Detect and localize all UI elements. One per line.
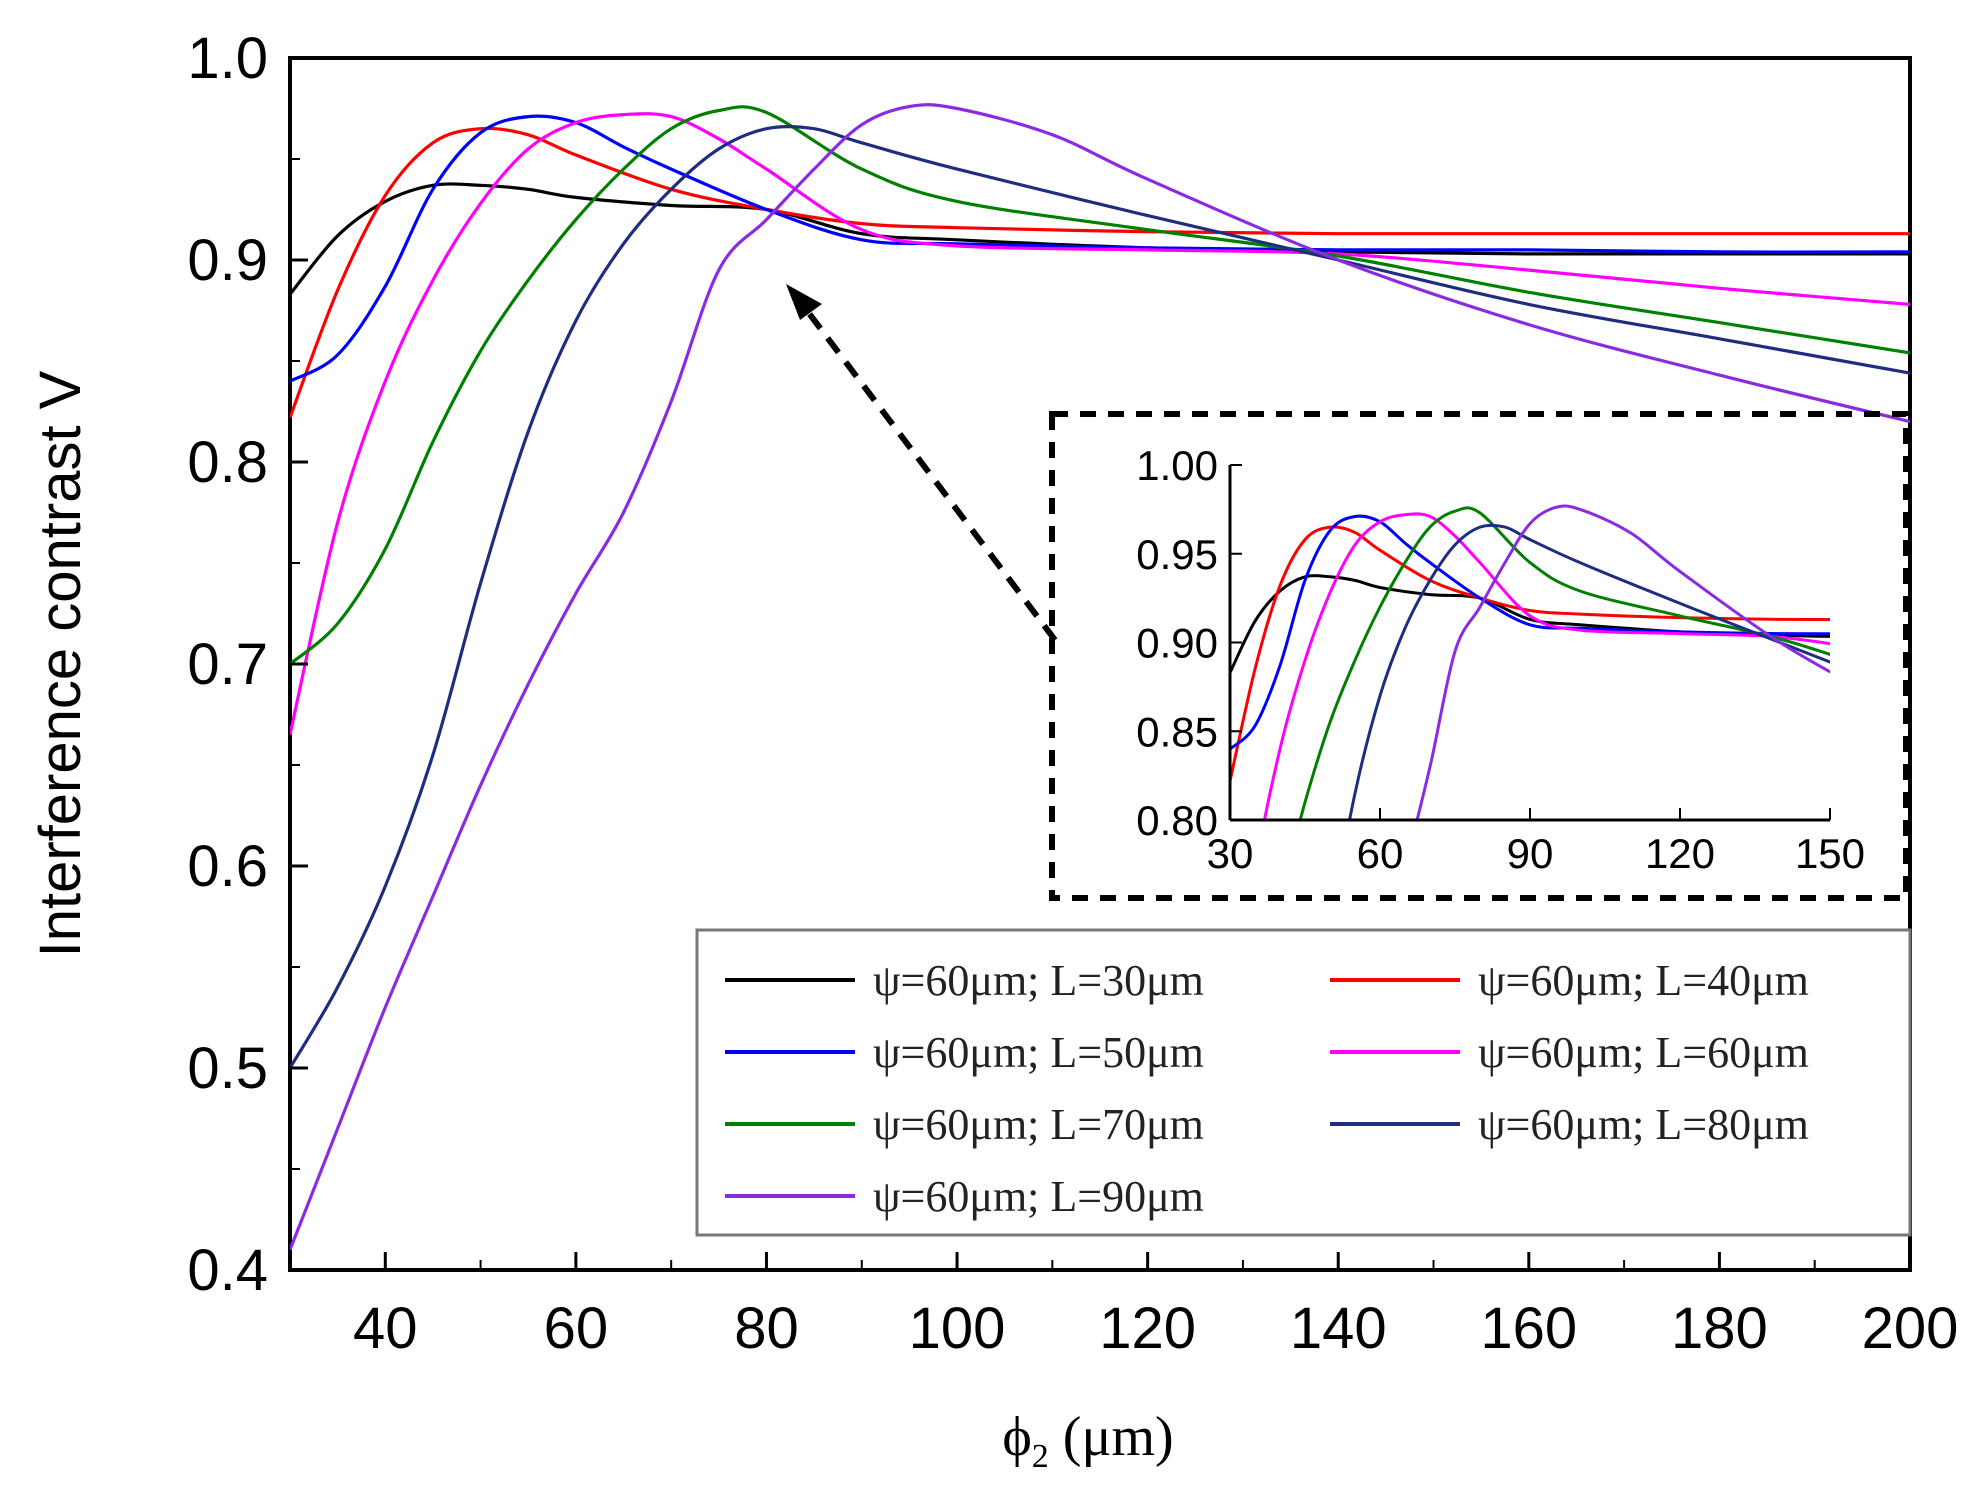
x-axis-title-subscript: 2: [1032, 1438, 1049, 1475]
main-x-tick-label: 60: [544, 1296, 609, 1361]
main-y-tick-label: 0.7: [187, 632, 268, 697]
main-x-tick-label: 120: [1099, 1296, 1196, 1361]
main-y-tick-label: 0.4: [187, 1238, 268, 1303]
main-series-line-2: [290, 126, 1910, 419]
inset-dashed-border: [1049, 411, 1909, 901]
main-x-tick-label: 200: [1862, 1296, 1959, 1361]
inset-series-line-2: [1230, 525, 1830, 782]
zoom-arrow-head: [786, 284, 822, 320]
x-axis-title: ϕ2 (μm): [1002, 1406, 1173, 1475]
inset-y-tick-label: 0.85: [1136, 708, 1218, 755]
legend-box: [695, 928, 1912, 1237]
legend-label-6: ψ=60μm; L=80μm: [1478, 1100, 1809, 1149]
inset-x-tick-label: 90: [1507, 830, 1554, 877]
main-y-tick-label: 1.0: [187, 26, 268, 91]
x-axis-title-symbol: ϕ: [1002, 1406, 1031, 1468]
inset-y-tick-label: 0.90: [1136, 620, 1218, 667]
main-series-line-5: [290, 105, 1910, 666]
inset-series-group: [1230, 504, 1830, 820]
legend: ψ=60μm; L=30μm ψ=60μm; L=40μm ψ=60μm; L=50…: [725, 956, 1809, 1221]
inset-series-line-4: [1262, 512, 1830, 820]
inset-series-line-3: [1230, 514, 1830, 751]
inset-x-tick-label: 150: [1795, 830, 1865, 877]
legend-label-4: ψ=60μm; L=60μm: [1478, 1028, 1809, 1077]
inset-series-line-7: [1415, 504, 1830, 820]
legend-label-1: ψ=60μm; L=30μm: [873, 956, 1204, 1005]
main-y-tick-label: 0.5: [187, 1036, 268, 1101]
legend-label-3: ψ=60μm; L=50μm: [873, 1028, 1204, 1077]
main-x-tick-label: 180: [1671, 1296, 1768, 1361]
main-series-group: [290, 103, 1910, 1251]
main-x-tick-label: 80: [734, 1296, 799, 1361]
inset-y-tick-label: 1.00: [1136, 442, 1218, 489]
inset-y-tick-label: 0.95: [1136, 531, 1218, 578]
main-series-line-1: [290, 182, 1910, 296]
main-x-tick-label: 100: [909, 1296, 1006, 1361]
inset-series-line-5: [1298, 506, 1830, 820]
zoom-arrow-line: [805, 310, 1058, 642]
inset-x-tick-label: 60: [1357, 830, 1404, 877]
main-y-tick-label: 0.9: [187, 228, 268, 293]
inset-x-ticks: 30 60 90 120 150: [1207, 808, 1865, 877]
x-axis-title-unit: (μm): [1049, 1406, 1174, 1468]
main-series-line-3: [290, 114, 1910, 383]
main-series-line-4: [290, 112, 1910, 736]
main-x-ticks: 40 60 80 100 120 140 160 180 200: [289, 1252, 1959, 1361]
inset-x-tick-label: 30: [1207, 830, 1254, 877]
main-x-tick-label: 140: [1290, 1296, 1387, 1361]
main-y-ticks: 0.4 0.5 0.6 0.7 0.8 0.9 1.0: [187, 26, 308, 1303]
inset-series-line-1: [1230, 574, 1830, 674]
legend-label-5: ψ=60μm; L=70μm: [873, 1100, 1204, 1149]
main-y-tick-label: 0.8: [187, 430, 268, 495]
main-y-tick-label: 0.6: [187, 834, 268, 899]
inset-x-tick-label: 120: [1645, 830, 1715, 877]
legend-label-7: ψ=60μm; L=90μm: [873, 1172, 1204, 1221]
main-x-tick-label: 160: [1480, 1296, 1577, 1361]
inset-y-tick-label: 0.80: [1136, 797, 1218, 844]
legend-label-2: ψ=60μm; L=40μm: [1478, 956, 1809, 1005]
main-series-line-6: [290, 124, 1910, 1069]
main-series-line-7: [290, 103, 1910, 1251]
main-x-tick-label: 40: [353, 1296, 418, 1361]
inset-y-ticks: 0.80 0.85 0.90 0.95 1.00: [1136, 442, 1242, 844]
inset-series-line-6: [1347, 523, 1830, 820]
y-axis-title: Interference contrast V: [28, 370, 93, 957]
